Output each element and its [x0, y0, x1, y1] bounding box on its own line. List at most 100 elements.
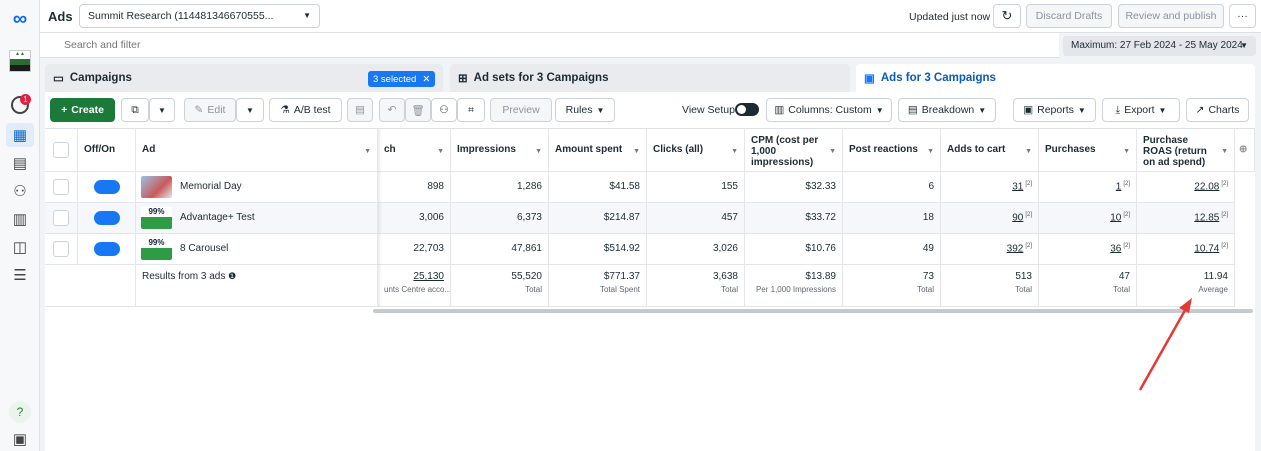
- help-icon[interactable]: ?: [9, 401, 31, 423]
- review-publish-button[interactable]: Review and publish: [1118, 4, 1224, 28]
- archive-button[interactable]: ▤: [347, 98, 373, 122]
- purchases-cell[interactable]: 1 [2]: [1039, 172, 1137, 203]
- header-ad[interactable]: Ad ▼: [136, 129, 378, 172]
- sort-chevron-icon[interactable]: ▼: [1123, 148, 1130, 155]
- header-cpm[interactable]: CPM (cost per 1,000 impressions) ▼: [745, 129, 843, 172]
- horizontal-scrollbar[interactable]: [373, 309, 1253, 313]
- delete-button[interactable]: 🗑: [405, 98, 431, 122]
- row-checkbox[interactable]: [53, 210, 69, 226]
- header-post-reactions[interactable]: Post reactions ▼: [843, 129, 941, 172]
- reports-icon[interactable]: ▤: [12, 155, 28, 172]
- ad-name[interactable]: 8 Carousel: [180, 243, 229, 254]
- duplicate-dropdown-button[interactable]: ▼: [149, 98, 175, 122]
- roas-cell[interactable]: 12.85 [2]: [1137, 203, 1235, 234]
- breakdown-button[interactable]: ▤ Breakdown ▼: [898, 98, 996, 122]
- menu-icon[interactable]: ☰: [13, 267, 27, 284]
- columns-button[interactable]: ▥ Columns: Custom ▼: [766, 98, 892, 122]
- ads-manager-grid-icon[interactable]: ▦: [6, 123, 34, 147]
- media-library-icon[interactable]: ◫: [12, 239, 28, 256]
- roas-value[interactable]: 22.08: [1194, 181, 1220, 193]
- tag-button[interactable]: ⌗: [457, 98, 485, 122]
- header-amount-spent[interactable]: Amount spent ▼: [549, 129, 647, 172]
- header-impressions[interactable]: Impressions ▼: [451, 129, 549, 172]
- more-options-button[interactable]: ···: [1229, 4, 1256, 28]
- summary-reach-value[interactable]: 25,130: [413, 271, 444, 282]
- purchases-cell[interactable]: 36 [2]: [1039, 234, 1137, 265]
- cart-value[interactable]: 90: [1012, 212, 1024, 224]
- date-range-picker[interactable]: Maximum: 27 Feb 2024 - 25 May 2024 ▼: [1063, 36, 1256, 56]
- ad-name[interactable]: Memorial Day: [180, 181, 242, 192]
- purchases-value[interactable]: 36: [1110, 243, 1122, 255]
- roas-cell[interactable]: 10.74 [2]: [1137, 234, 1235, 265]
- selected-badge[interactable]: 3 selected ✕: [368, 71, 436, 87]
- search-input[interactable]: [64, 39, 664, 51]
- reports-label: Reports: [1037, 104, 1074, 116]
- preview-button[interactable]: Preview: [490, 98, 552, 122]
- news-icon[interactable]: ▣: [12, 431, 28, 448]
- undo-button[interactable]: ↶: [379, 98, 405, 122]
- ad-on-off-switch[interactable]: [94, 242, 120, 256]
- cart-cell[interactable]: 392 [2]: [941, 234, 1039, 265]
- meta-logo-icon[interactable]: ∞: [12, 7, 28, 30]
- billing-icon[interactable]: ▥: [12, 211, 28, 228]
- sort-chevron-icon[interactable]: ▼: [535, 148, 542, 155]
- account-selector[interactable]: Summit Research (114481346670555... ▼: [79, 4, 320, 28]
- purchases-value[interactable]: 10: [1110, 212, 1122, 224]
- purchases-cell[interactable]: 10 [2]: [1039, 203, 1137, 234]
- tab-campaigns[interactable]: ▭ Campaigns 3 selected ✕: [45, 64, 443, 92]
- select-all-checkbox[interactable]: [53, 142, 69, 158]
- cart-value[interactable]: 392: [1006, 243, 1024, 255]
- ad-on-off-switch[interactable]: [94, 180, 120, 194]
- tab-ads[interactable]: ▣ Ads for 3 Campaigns: [856, 64, 1255, 92]
- purchases-value[interactable]: 1: [1115, 181, 1122, 193]
- row-checkbox[interactable]: [53, 179, 69, 195]
- audiences-icon[interactable]: ⚇: [13, 183, 27, 200]
- info-icon[interactable]: ❶: [228, 271, 237, 281]
- duplicate-button[interactable]: ⧉: [121, 98, 149, 122]
- summit-logo-icon[interactable]: ▲▲: [9, 50, 31, 72]
- ad-name-cell[interactable]: 99% 8 Carousel: [136, 234, 378, 265]
- ad-on-off-switch[interactable]: [94, 211, 120, 225]
- clear-selection-icon[interactable]: ✕: [422, 73, 431, 85]
- roas-value[interactable]: 10.74: [1194, 243, 1220, 255]
- sort-chevron-icon[interactable]: ▼: [731, 148, 738, 155]
- refresh-button[interactable]: ↻: [993, 4, 1021, 28]
- sort-chevron-icon[interactable]: ▼: [1221, 148, 1228, 155]
- reports-button[interactable]: ▣ Reports ▼: [1013, 98, 1096, 122]
- cart-cell[interactable]: 90 [2]: [941, 203, 1039, 234]
- sort-chevron-icon[interactable]: ▼: [633, 148, 640, 155]
- header-purchase-roas[interactable]: Purchase ROAS (return on ad spend) ▼: [1137, 129, 1235, 172]
- sort-chevron-icon[interactable]: ▼: [437, 148, 444, 155]
- header-clicks[interactable]: Clicks (all) ▼: [647, 129, 745, 172]
- edit-dropdown-button[interactable]: ▼: [236, 98, 264, 122]
- edit-button[interactable]: ✎ Edit: [184, 98, 236, 122]
- cart-cell[interactable]: 31 [2]: [941, 172, 1039, 203]
- rules-button[interactable]: Rules ▼: [555, 98, 615, 122]
- header-onoff[interactable]: Off/On: [78, 129, 136, 172]
- sort-chevron-icon[interactable]: ▼: [927, 148, 934, 155]
- audience-button[interactable]: ⚇: [431, 98, 457, 122]
- add-column-icon[interactable]: ⊕: [1235, 129, 1255, 172]
- sort-chevron-icon[interactable]: ▼: [1025, 148, 1032, 155]
- notifications-icon[interactable]: 1: [11, 94, 31, 114]
- header-purchases[interactable]: Purchases ▼: [1039, 129, 1137, 172]
- header-adds-to-cart[interactable]: Adds to cart ▼: [941, 129, 1039, 172]
- roas-value[interactable]: 12.85: [1194, 212, 1220, 224]
- sort-chevron-icon[interactable]: ▼: [364, 148, 371, 155]
- view-setup-toggle[interactable]: [735, 103, 759, 116]
- ad-name-cell[interactable]: Memorial Day: [136, 172, 378, 203]
- create-button[interactable]: + Create: [50, 98, 115, 122]
- ad-name-cell[interactable]: 99% Advantage+ Test: [136, 203, 378, 234]
- summary-blank-cell: [45, 265, 136, 307]
- tab-ad-sets[interactable]: ⊞ Ad sets for 3 Campaigns: [450, 64, 850, 92]
- discard-drafts-button[interactable]: Discard Drafts: [1026, 4, 1112, 28]
- ad-name[interactable]: Advantage+ Test: [180, 212, 255, 223]
- charts-button[interactable]: ↗ Charts: [1186, 98, 1249, 122]
- row-checkbox[interactable]: [53, 241, 69, 257]
- cart-value[interactable]: 31: [1012, 181, 1024, 193]
- roas-cell[interactable]: 22.08 [2]: [1137, 172, 1235, 203]
- sort-chevron-icon[interactable]: ▼: [829, 148, 836, 155]
- ab-test-button[interactable]: ⚗ A/B test: [269, 98, 342, 122]
- header-reach[interactable]: ch ▼: [378, 129, 451, 172]
- export-button[interactable]: ⤓ Export ▼: [1102, 98, 1180, 122]
